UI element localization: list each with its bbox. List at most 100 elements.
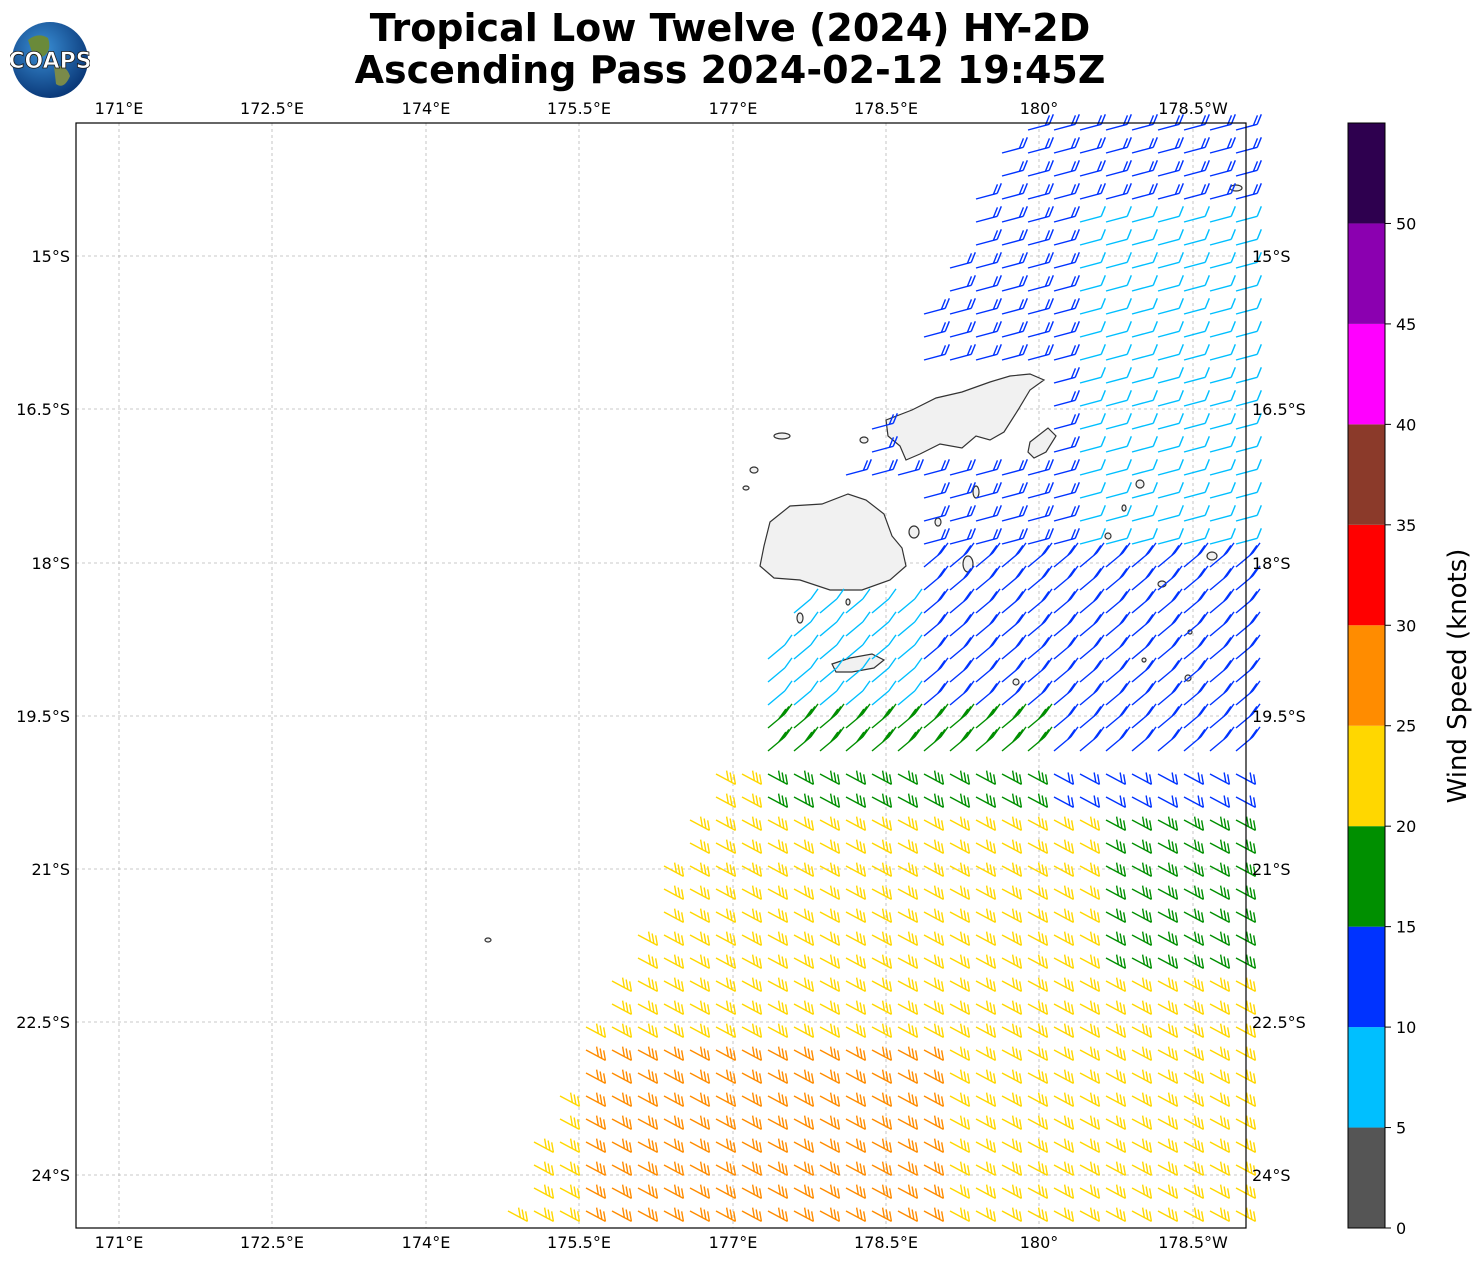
wind-barb [715,793,737,808]
wind-barb [975,505,1002,522]
wind-barb [1209,839,1231,854]
wind-barb [1105,795,1127,808]
wind-barb [871,908,893,923]
wind-barb [1027,229,1054,246]
wind-barb [819,1207,841,1222]
wind-barb [637,1023,659,1038]
wind-barb [949,1000,971,1015]
wind-barb [897,703,923,729]
wind-barb [585,1023,607,1038]
wind-barb [1209,137,1236,154]
wind-barb [1131,344,1158,361]
wind-barb [1209,885,1231,900]
lat-label-left: 19.5°S [16,707,70,726]
wind-barb [1053,954,1075,969]
wind-barb [689,862,711,877]
wind-barb [1209,634,1235,660]
wind-barb [845,839,867,854]
colorbar-tick-label: 10 [1396,1018,1416,1037]
wind-barb [611,1023,633,1038]
wind-barb [715,954,737,969]
wind-barb [845,459,872,476]
wind-barb [559,1184,581,1199]
wind-barb [1053,1207,1075,1222]
wind-barb [1183,183,1210,200]
wind-barb [1053,772,1075,785]
wind-barb [1001,954,1023,969]
gridlines [76,123,1246,1228]
wind-barb [1209,908,1231,923]
wind-barb [1209,1000,1231,1015]
wind-barb [663,1184,685,1199]
wind-barb [1053,1023,1075,1038]
wind-barb [1157,183,1184,200]
wind-barb [611,1115,633,1130]
lon-label-top: 171°E [95,99,144,118]
wind-barb [923,839,945,854]
wind-barb [1053,726,1079,752]
wind-barb [871,1069,893,1084]
wind-barb [1079,1161,1101,1176]
wind-barb [1235,436,1262,453]
wind-barb [949,321,976,338]
wind-barb [715,977,737,992]
wind-barb [1053,252,1080,269]
wind-barb [975,565,1001,591]
wind-barb [1131,275,1158,292]
wind-barb [949,1161,971,1176]
wind-barb [949,931,971,946]
wind-barb [1235,542,1261,568]
wind-barb [1131,542,1157,568]
lon-label-bottom: 178.5°E [854,1233,918,1252]
wind-barb [793,1046,815,1061]
wind-barb [1027,816,1049,831]
colorbar-tick-label: 45 [1396,315,1416,334]
wind-barb [637,977,659,992]
wind-barb [871,1184,893,1199]
wind-barb [741,793,763,808]
wind-barb [1131,611,1157,637]
wind-barb [689,885,711,900]
colorbar-segment [1348,826,1385,927]
wind-barb [949,588,975,614]
wind-barb [819,703,845,729]
wind-barb [923,344,950,361]
wind-barb [1053,931,1075,946]
small-island [796,612,804,624]
lon-label-bottom: 171°E [95,1233,144,1252]
wind-barb [1053,1069,1075,1084]
wind-barb [1183,367,1210,384]
wind-barb [1183,931,1205,946]
wind-barb [793,977,815,992]
wind-barb [923,1184,945,1199]
wind-barb [1235,588,1261,614]
wind-barb [1105,413,1132,430]
wind-barb [1209,1023,1231,1038]
wind-barb [1079,229,1106,246]
wind-barb [949,657,975,683]
wind-barb [871,839,893,854]
wind-barb [1183,1184,1205,1199]
wind-barb [1235,275,1262,292]
wind-barb [975,680,1001,706]
wind-barb [1027,726,1053,752]
lat-label-left: 24°S [31,1166,70,1185]
wind-barb [767,1069,789,1084]
wind-barb [1079,183,1106,200]
wind-barb [897,931,919,946]
wind-barb [793,885,815,900]
wind-barb [689,931,711,946]
wind-barb [1079,1046,1101,1061]
wind-barb [949,816,971,831]
wind-barb [1027,885,1049,900]
wind-barb [1157,1000,1179,1015]
wind-barb [975,954,997,969]
wind-barb [1183,413,1210,430]
wind-barb [767,977,789,992]
wind-barb [1157,908,1179,923]
wind-barb [715,1092,737,1107]
wind-barb [975,1092,997,1107]
wind-barb [1079,1092,1101,1107]
wind-barb [923,1207,945,1222]
wind-barb [1209,275,1236,292]
